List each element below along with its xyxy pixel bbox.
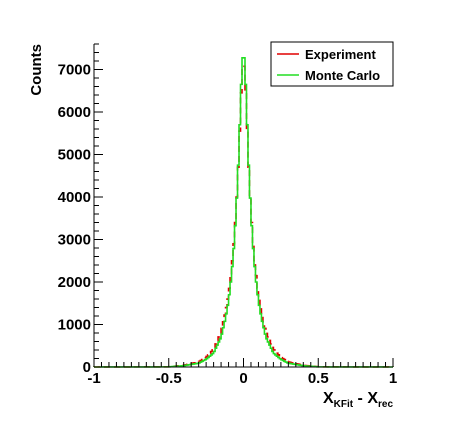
y-tick-label: 4000 — [58, 189, 91, 206]
legend-label: Experiment — [305, 47, 376, 62]
x-tick-label: -1 — [87, 370, 100, 387]
x-tick-label: 0.5 — [308, 370, 329, 387]
y-axis-title: Counts — [28, 44, 45, 96]
legend-label: Monte Carlo — [305, 68, 380, 83]
x-tick-label: -0.5 — [156, 370, 182, 387]
y-tick-label: 2000 — [58, 274, 91, 291]
y-tick-label: 7000 — [58, 62, 91, 79]
y-tick-label: 5000 — [58, 147, 91, 164]
x-tick-label: 0 — [239, 370, 247, 387]
series-line-experiment — [93, 65, 394, 368]
y-tick-label: 0 — [83, 359, 91, 376]
legend-box — [270, 41, 394, 87]
series-line-monte-carlo — [93, 57, 394, 368]
x-axis-title: XKFit - Xrec — [323, 390, 393, 410]
y-tick-label: 1000 — [58, 317, 91, 334]
y-tick-label: 6000 — [58, 104, 91, 121]
y-tick-label: 3000 — [58, 232, 91, 249]
x-tick-label: 1 — [389, 370, 397, 387]
